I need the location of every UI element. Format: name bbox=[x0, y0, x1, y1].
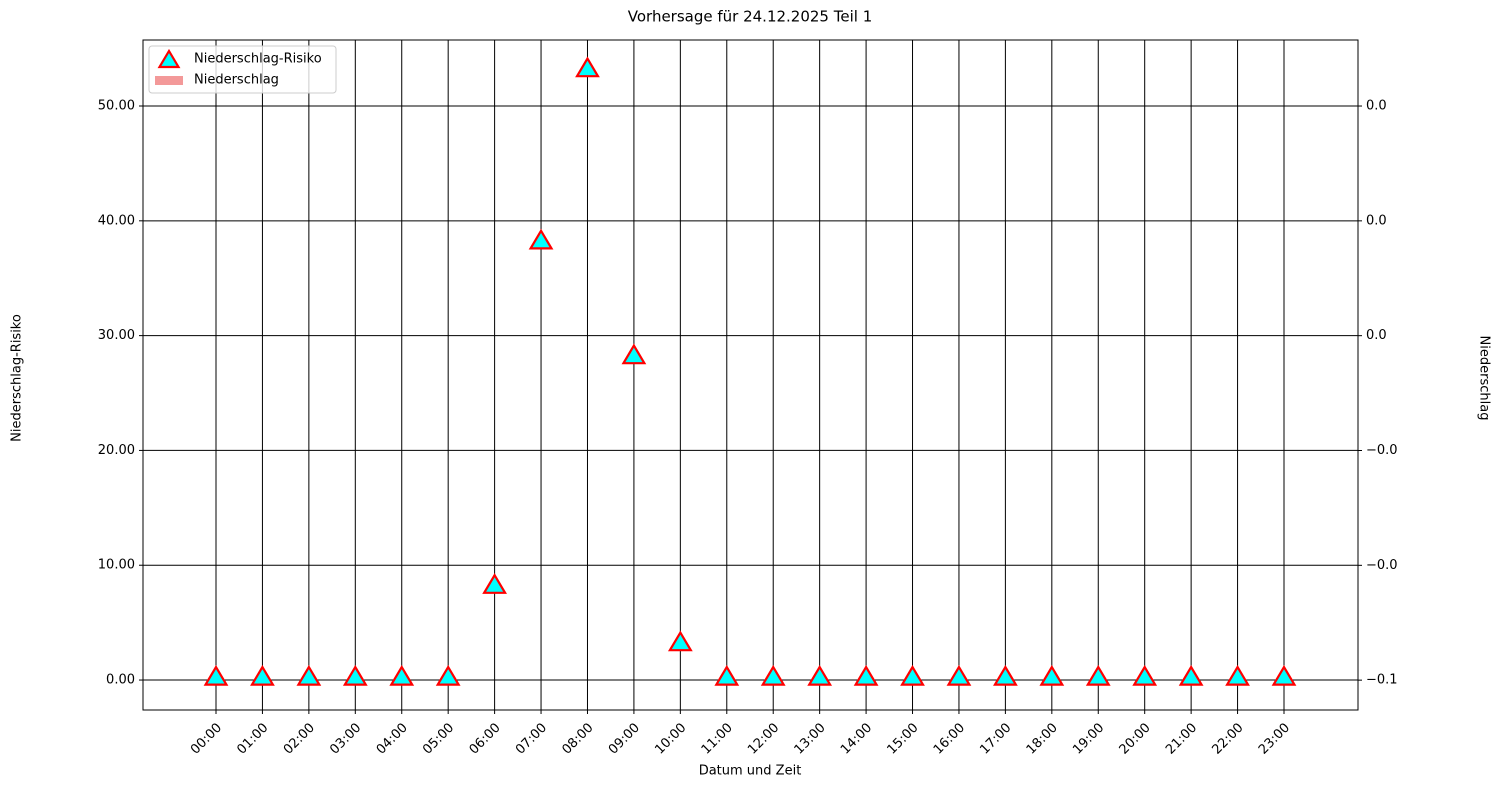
x-tick-label: 21:00 bbox=[1163, 720, 1200, 757]
x-tick-label: 16:00 bbox=[931, 720, 968, 757]
x-tick-label: 00:00 bbox=[188, 720, 225, 757]
y2-tick-label: 0.0 bbox=[1366, 99, 1387, 114]
y-axis-label: Niederschlag-Risiko bbox=[10, 314, 25, 442]
y-tick-label: 40.00 bbox=[98, 213, 135, 228]
legend-swatch bbox=[155, 76, 183, 85]
y-tick-label: 20.00 bbox=[98, 443, 135, 458]
x-tick-label: 01:00 bbox=[234, 720, 271, 757]
x-tick-label: 23:00 bbox=[1256, 720, 1293, 757]
x-tick-label: 05:00 bbox=[420, 720, 457, 757]
x-axis-label: Datum und Zeit bbox=[699, 764, 802, 779]
x-tick-label: 13:00 bbox=[792, 720, 829, 757]
y2-tick-label: −0.0 bbox=[1366, 558, 1398, 573]
x-tick-label: 11:00 bbox=[699, 720, 736, 757]
x-tick-label: 04:00 bbox=[374, 720, 411, 757]
x-tick-label: 18:00 bbox=[1024, 720, 1061, 757]
x-tick-label: 02:00 bbox=[281, 720, 318, 757]
marker bbox=[1039, 664, 1065, 686]
legend: Niederschlag-Risiko Niederschlag bbox=[148, 45, 337, 94]
marker bbox=[1225, 664, 1250, 686]
marker bbox=[1132, 664, 1158, 686]
y2-tick-label: 0.0 bbox=[1366, 328, 1387, 343]
y-tick-label: 10.00 bbox=[98, 558, 135, 573]
marker bbox=[807, 664, 833, 686]
x-tick-label: 14:00 bbox=[838, 720, 875, 757]
legend-label: Niederschlag bbox=[194, 73, 279, 88]
x-tick-label: 12:00 bbox=[745, 720, 782, 757]
x-tick-label: 10:00 bbox=[652, 720, 689, 757]
marker bbox=[900, 664, 925, 686]
y-tick-label: 30.00 bbox=[98, 328, 135, 343]
chart-title: Vorhersage für 24.12.2025 Teil 1 bbox=[628, 8, 872, 26]
marker bbox=[1271, 664, 1297, 686]
marker bbox=[760, 664, 786, 686]
marker bbox=[993, 664, 1018, 686]
x-tick-label: 09:00 bbox=[606, 720, 643, 757]
marker bbox=[853, 664, 879, 686]
marker bbox=[621, 343, 647, 365]
marker bbox=[250, 664, 275, 686]
x-tick-label: 17:00 bbox=[977, 720, 1014, 757]
y2-tick-label: 0.0 bbox=[1366, 213, 1387, 228]
y-tick-label: 50.00 bbox=[98, 99, 135, 114]
marker bbox=[667, 630, 693, 652]
legend-box bbox=[148, 45, 337, 94]
plot-frame bbox=[142, 39, 1359, 711]
x-tick-label: 20:00 bbox=[1117, 720, 1154, 757]
marker bbox=[389, 664, 415, 686]
marker bbox=[342, 664, 368, 686]
marker bbox=[435, 664, 461, 686]
x-tick-label: 06:00 bbox=[467, 720, 504, 757]
y2-tick-label: −0.1 bbox=[1366, 673, 1398, 688]
x-tick-label: 03:00 bbox=[327, 720, 364, 757]
y2-axis-label: Niederschlag bbox=[1477, 336, 1492, 421]
x-tick-label: 22:00 bbox=[1210, 720, 1247, 757]
x-tick-label: 15:00 bbox=[884, 720, 921, 757]
legend-marker bbox=[157, 48, 181, 69]
marker bbox=[1178, 664, 1204, 686]
x-tick-label: 07:00 bbox=[513, 720, 550, 757]
marker bbox=[482, 573, 507, 594]
y2-tick-label: −0.0 bbox=[1366, 443, 1398, 458]
x-tick-label: 19:00 bbox=[1070, 720, 1107, 757]
marker bbox=[946, 664, 972, 686]
marker bbox=[714, 664, 740, 686]
marker bbox=[296, 664, 322, 686]
marker bbox=[528, 228, 554, 250]
marker bbox=[575, 56, 600, 78]
marker bbox=[1085, 664, 1111, 686]
y-tick-label: 0.00 bbox=[106, 673, 135, 688]
legend-label: Niederschlag-Risiko bbox=[194, 52, 322, 67]
x-tick-label: 08:00 bbox=[559, 720, 596, 757]
marker bbox=[203, 664, 229, 686]
